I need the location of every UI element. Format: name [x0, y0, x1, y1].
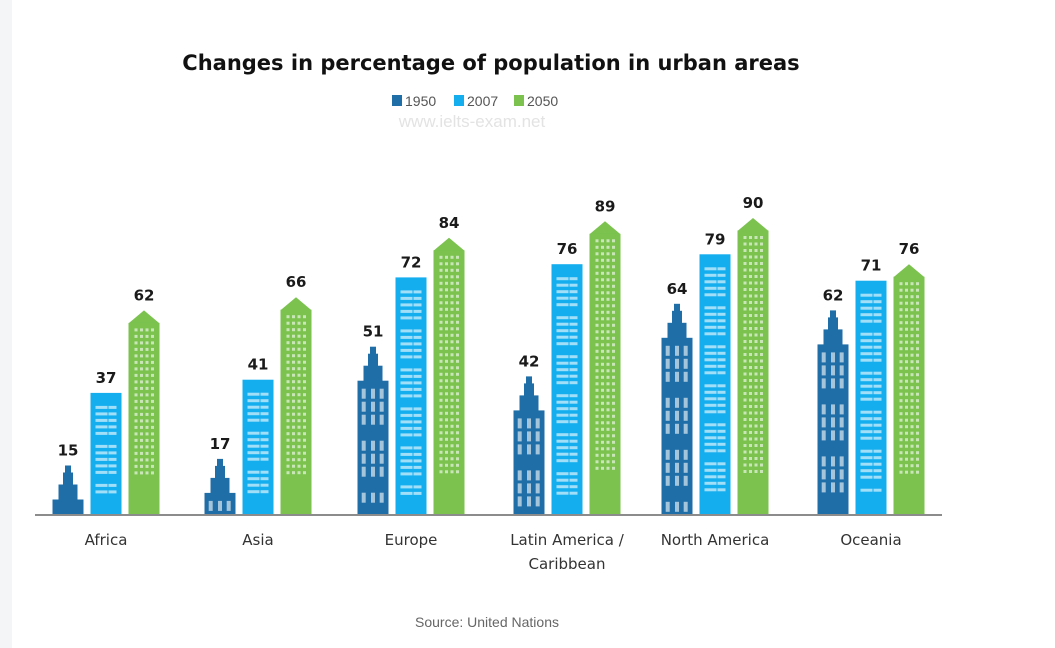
category-label-5: Oceania — [840, 531, 901, 549]
bar-1950-0 — [52, 465, 84, 515]
bar-2050-3 — [589, 221, 621, 516]
legend-swatch-2007 — [454, 95, 464, 106]
bar-2050-5 — [893, 264, 925, 515]
value-label-2007-3: 76 — [557, 240, 578, 258]
value-label-1950-0: 15 — [58, 442, 79, 460]
bar-2050-2 — [433, 237, 465, 516]
bar-1950-1 — [204, 458, 236, 515]
category-label-4: North America — [661, 531, 770, 549]
bar-2050-4 — [737, 218, 769, 515]
category-label-0: Africa — [85, 531, 128, 549]
value-label-2007-4: 79 — [705, 230, 726, 248]
legend: 1950 2007 2050 — [392, 93, 558, 109]
bar-2007-4 — [699, 254, 731, 516]
value-label-2050-4: 90 — [743, 194, 764, 212]
value-label-2007-1: 41 — [248, 356, 269, 374]
value-label-2050-3: 89 — [595, 197, 616, 215]
legend-swatch-2050 — [514, 95, 524, 106]
value-label-2050-0: 62 — [134, 286, 155, 304]
value-label-1950-5: 62 — [823, 286, 844, 304]
watermark: www.ielts-exam.net — [398, 112, 546, 131]
legend-label-2007: 2007 — [467, 93, 498, 109]
value-label-2050-1: 66 — [286, 273, 307, 291]
legend-label-2050: 2050 — [527, 93, 558, 109]
category-label-2: Europe — [385, 531, 438, 549]
legend-label-1950: 1950 — [405, 93, 436, 109]
value-label-2007-2: 72 — [401, 253, 422, 271]
bar-1950-3 — [513, 376, 545, 515]
bars-group: 15 37 62 17 41 66 51 72 84 42 76 89 64 79 90 62 71 76 — [52, 194, 925, 516]
bar-2007-3 — [551, 264, 583, 515]
bar-2007-2 — [395, 277, 427, 515]
bar-1950-5 — [817, 310, 849, 515]
source-note: Source: United Nations — [415, 614, 559, 630]
bar-2007-0 — [90, 392, 122, 515]
bar-1950-4 — [661, 303, 693, 515]
bar-1950-2 — [357, 346, 389, 515]
bar-2050-1 — [280, 297, 312, 515]
bar-2007-5 — [855, 280, 887, 515]
value-label-2050-2: 84 — [439, 214, 460, 232]
bar-2050-0 — [128, 310, 160, 515]
bar-2007-1 — [242, 379, 274, 515]
chart-title: Changes in percentage of population in u… — [182, 51, 799, 75]
value-label-1950-1: 17 — [210, 435, 231, 453]
value-label-2007-0: 37 — [96, 369, 117, 387]
value-label-1950-3: 42 — [519, 352, 540, 370]
legend-swatch-1950 — [392, 95, 402, 106]
category-labels: Africa Asia Europe Latin America / Caribbean… — [85, 531, 902, 573]
value-label-1950-2: 51 — [363, 323, 384, 341]
category-label-1: Asia — [242, 531, 273, 549]
left-margin-strip — [0, 0, 12, 648]
value-label-1950-4: 64 — [667, 280, 688, 298]
value-label-2007-5: 71 — [861, 257, 882, 275]
value-label-2050-5: 76 — [899, 240, 920, 258]
category-label-3: Latin America / Caribbean — [510, 531, 625, 573]
